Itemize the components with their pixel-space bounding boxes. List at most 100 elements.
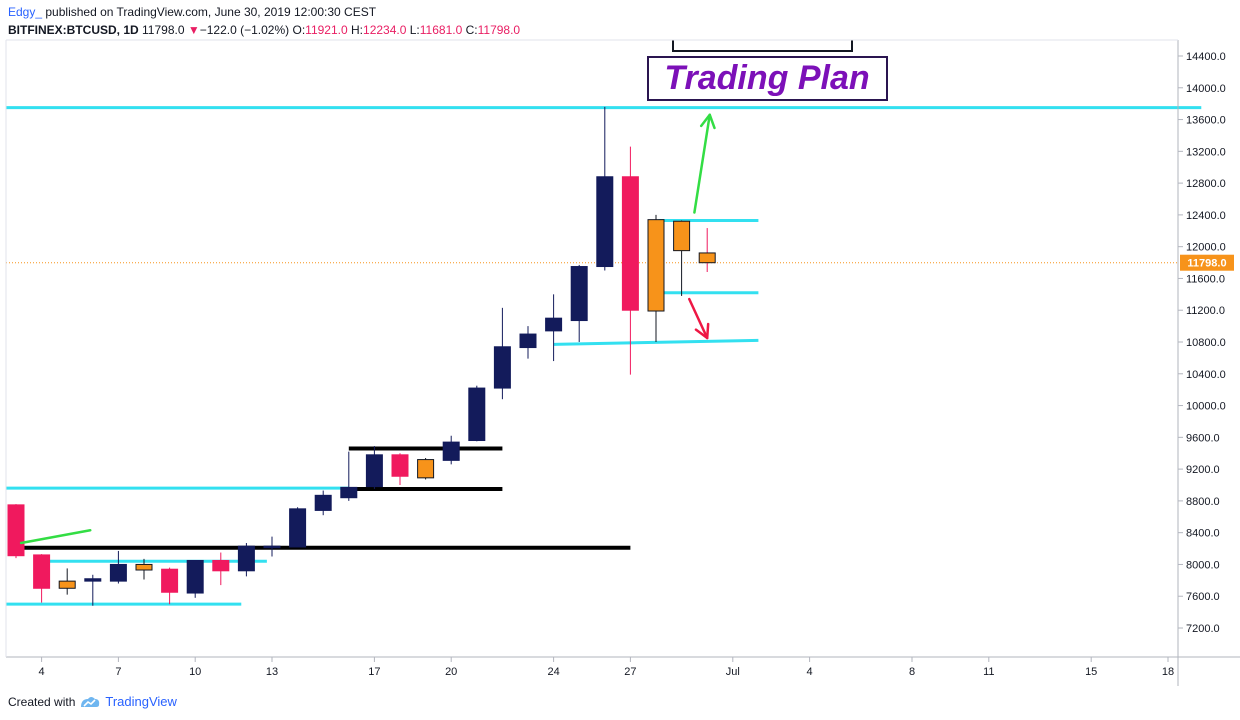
y-tick-label: 12000.0 [1186, 242, 1226, 254]
candle-body [289, 508, 307, 548]
candle-body [621, 176, 639, 311]
change-value: −122.0 (−1.02%) [199, 23, 290, 37]
candle-body [519, 333, 537, 349]
y-tick-label: 12800.0 [1186, 178, 1226, 190]
y-tick-label: 13200.0 [1186, 146, 1226, 158]
x-tick-label: 11 [983, 666, 994, 678]
open-label: O: [292, 23, 306, 37]
candle [417, 457, 435, 480]
candle [391, 453, 409, 485]
x-tick-label: 27 [624, 666, 636, 678]
x-tick-label: 17 [368, 666, 380, 678]
candle-body [263, 545, 281, 549]
x-tick-label: 10 [189, 666, 201, 678]
candle [545, 294, 563, 362]
current-price-label: 11798.0 [1187, 258, 1226, 270]
candle-body [58, 580, 76, 589]
y-tick-label: 10000.0 [1186, 401, 1226, 413]
candle [289, 507, 307, 548]
candle-body [698, 252, 716, 264]
y-tick-label: 7600.0 [1186, 591, 1220, 603]
x-ticks: 4 7 10 13 17 20 24 27 Jul 4 8 11 15 18 [39, 657, 1174, 678]
candle [263, 536, 281, 557]
candle-body [596, 176, 614, 268]
candle [596, 106, 614, 271]
tradingview-brand[interactable]: TradingView [105, 694, 177, 709]
candle [33, 554, 51, 603]
y-tick-label: 8000.0 [1186, 559, 1220, 571]
x-tick-label: 4 [39, 666, 45, 678]
candle [570, 264, 588, 342]
arrow-shaft [19, 529, 92, 545]
title-layer: Trading Plan [647, 40, 888, 101]
levels-layer [5, 106, 1202, 606]
candle-body [109, 563, 127, 582]
arrow-shaft [693, 113, 712, 214]
title-box [647, 56, 888, 101]
candle-body [84, 578, 102, 582]
candle [442, 435, 460, 465]
candle-body [468, 387, 486, 442]
x-tick-label: 24 [547, 666, 559, 678]
arrows-layer [19, 113, 716, 545]
candle-body [673, 220, 691, 252]
candle [673, 220, 691, 296]
y-tick-label: 11200.0 [1186, 305, 1225, 317]
candle [161, 567, 179, 605]
y-tick-label: 14000.0 [1186, 83, 1226, 95]
candle-body [135, 563, 153, 571]
candle [519, 326, 537, 359]
symbol-legend: BITFINEX:BTCUSD, 1D 11798.0 ▼−122.0 (−1.… [8, 23, 520, 37]
trend-arrow [19, 529, 92, 545]
high-value: 12234.0 [363, 23, 407, 37]
y-tick-label: 13600.0 [1186, 115, 1226, 127]
candle [84, 574, 102, 606]
x-tick-label: 13 [266, 666, 278, 678]
title-bracket [672, 40, 853, 52]
y-tick-label: 8400.0 [1186, 528, 1220, 540]
candle-body [365, 454, 383, 488]
candle-body [314, 494, 332, 511]
trend-arrow [693, 113, 716, 214]
low-label: L: [409, 23, 420, 37]
candle [186, 559, 204, 598]
candle-body [237, 545, 255, 572]
x-tick-label: 18 [1162, 666, 1174, 678]
chart-title: Trading Plan [664, 59, 869, 97]
candle [698, 228, 716, 273]
candle-body [391, 454, 409, 477]
candle-body [212, 559, 230, 572]
y-tick-label: 11600.0 [1186, 273, 1225, 285]
created-with-text: Created with [8, 694, 76, 709]
candle-body [417, 459, 435, 479]
candle-body [33, 554, 51, 589]
candle [7, 504, 25, 559]
tradingview-logo-icon [81, 696, 100, 707]
x-tick-label: 7 [115, 666, 121, 678]
y-tick-label: 12400.0 [1186, 210, 1226, 222]
author-link[interactable]: Edgy_ [8, 5, 43, 19]
candle-body [570, 266, 588, 322]
close-label: C: [465, 23, 478, 37]
y-tick-label: 9600.0 [1186, 432, 1220, 444]
candle [365, 446, 383, 489]
y-tick-label: 10800.0 [1186, 337, 1226, 349]
candle [212, 552, 230, 586]
y-ticks: 7200.0 7600.0 8000.0 8400.0 8800.0 9200.0 9600… [1178, 51, 1226, 635]
candle-body [647, 219, 665, 312]
candle-body [340, 486, 358, 499]
candle-body [545, 317, 563, 332]
change-arrow-icon: ▼ [187, 23, 200, 37]
y-tick-label: 10400.0 [1186, 369, 1226, 381]
candle-body [442, 441, 460, 461]
y-tick-label: 14400.0 [1186, 51, 1226, 63]
x-tick-label: 8 [909, 666, 915, 678]
arrow-head [694, 322, 710, 340]
x-tick-label: Jul [726, 666, 740, 678]
x-tick-label: 20 [445, 666, 457, 678]
candle [237, 542, 255, 577]
low-value: 11681.0 [419, 23, 463, 37]
close-value: 11798.0 [477, 23, 521, 37]
y-tick-label: 8800.0 [1186, 496, 1220, 508]
